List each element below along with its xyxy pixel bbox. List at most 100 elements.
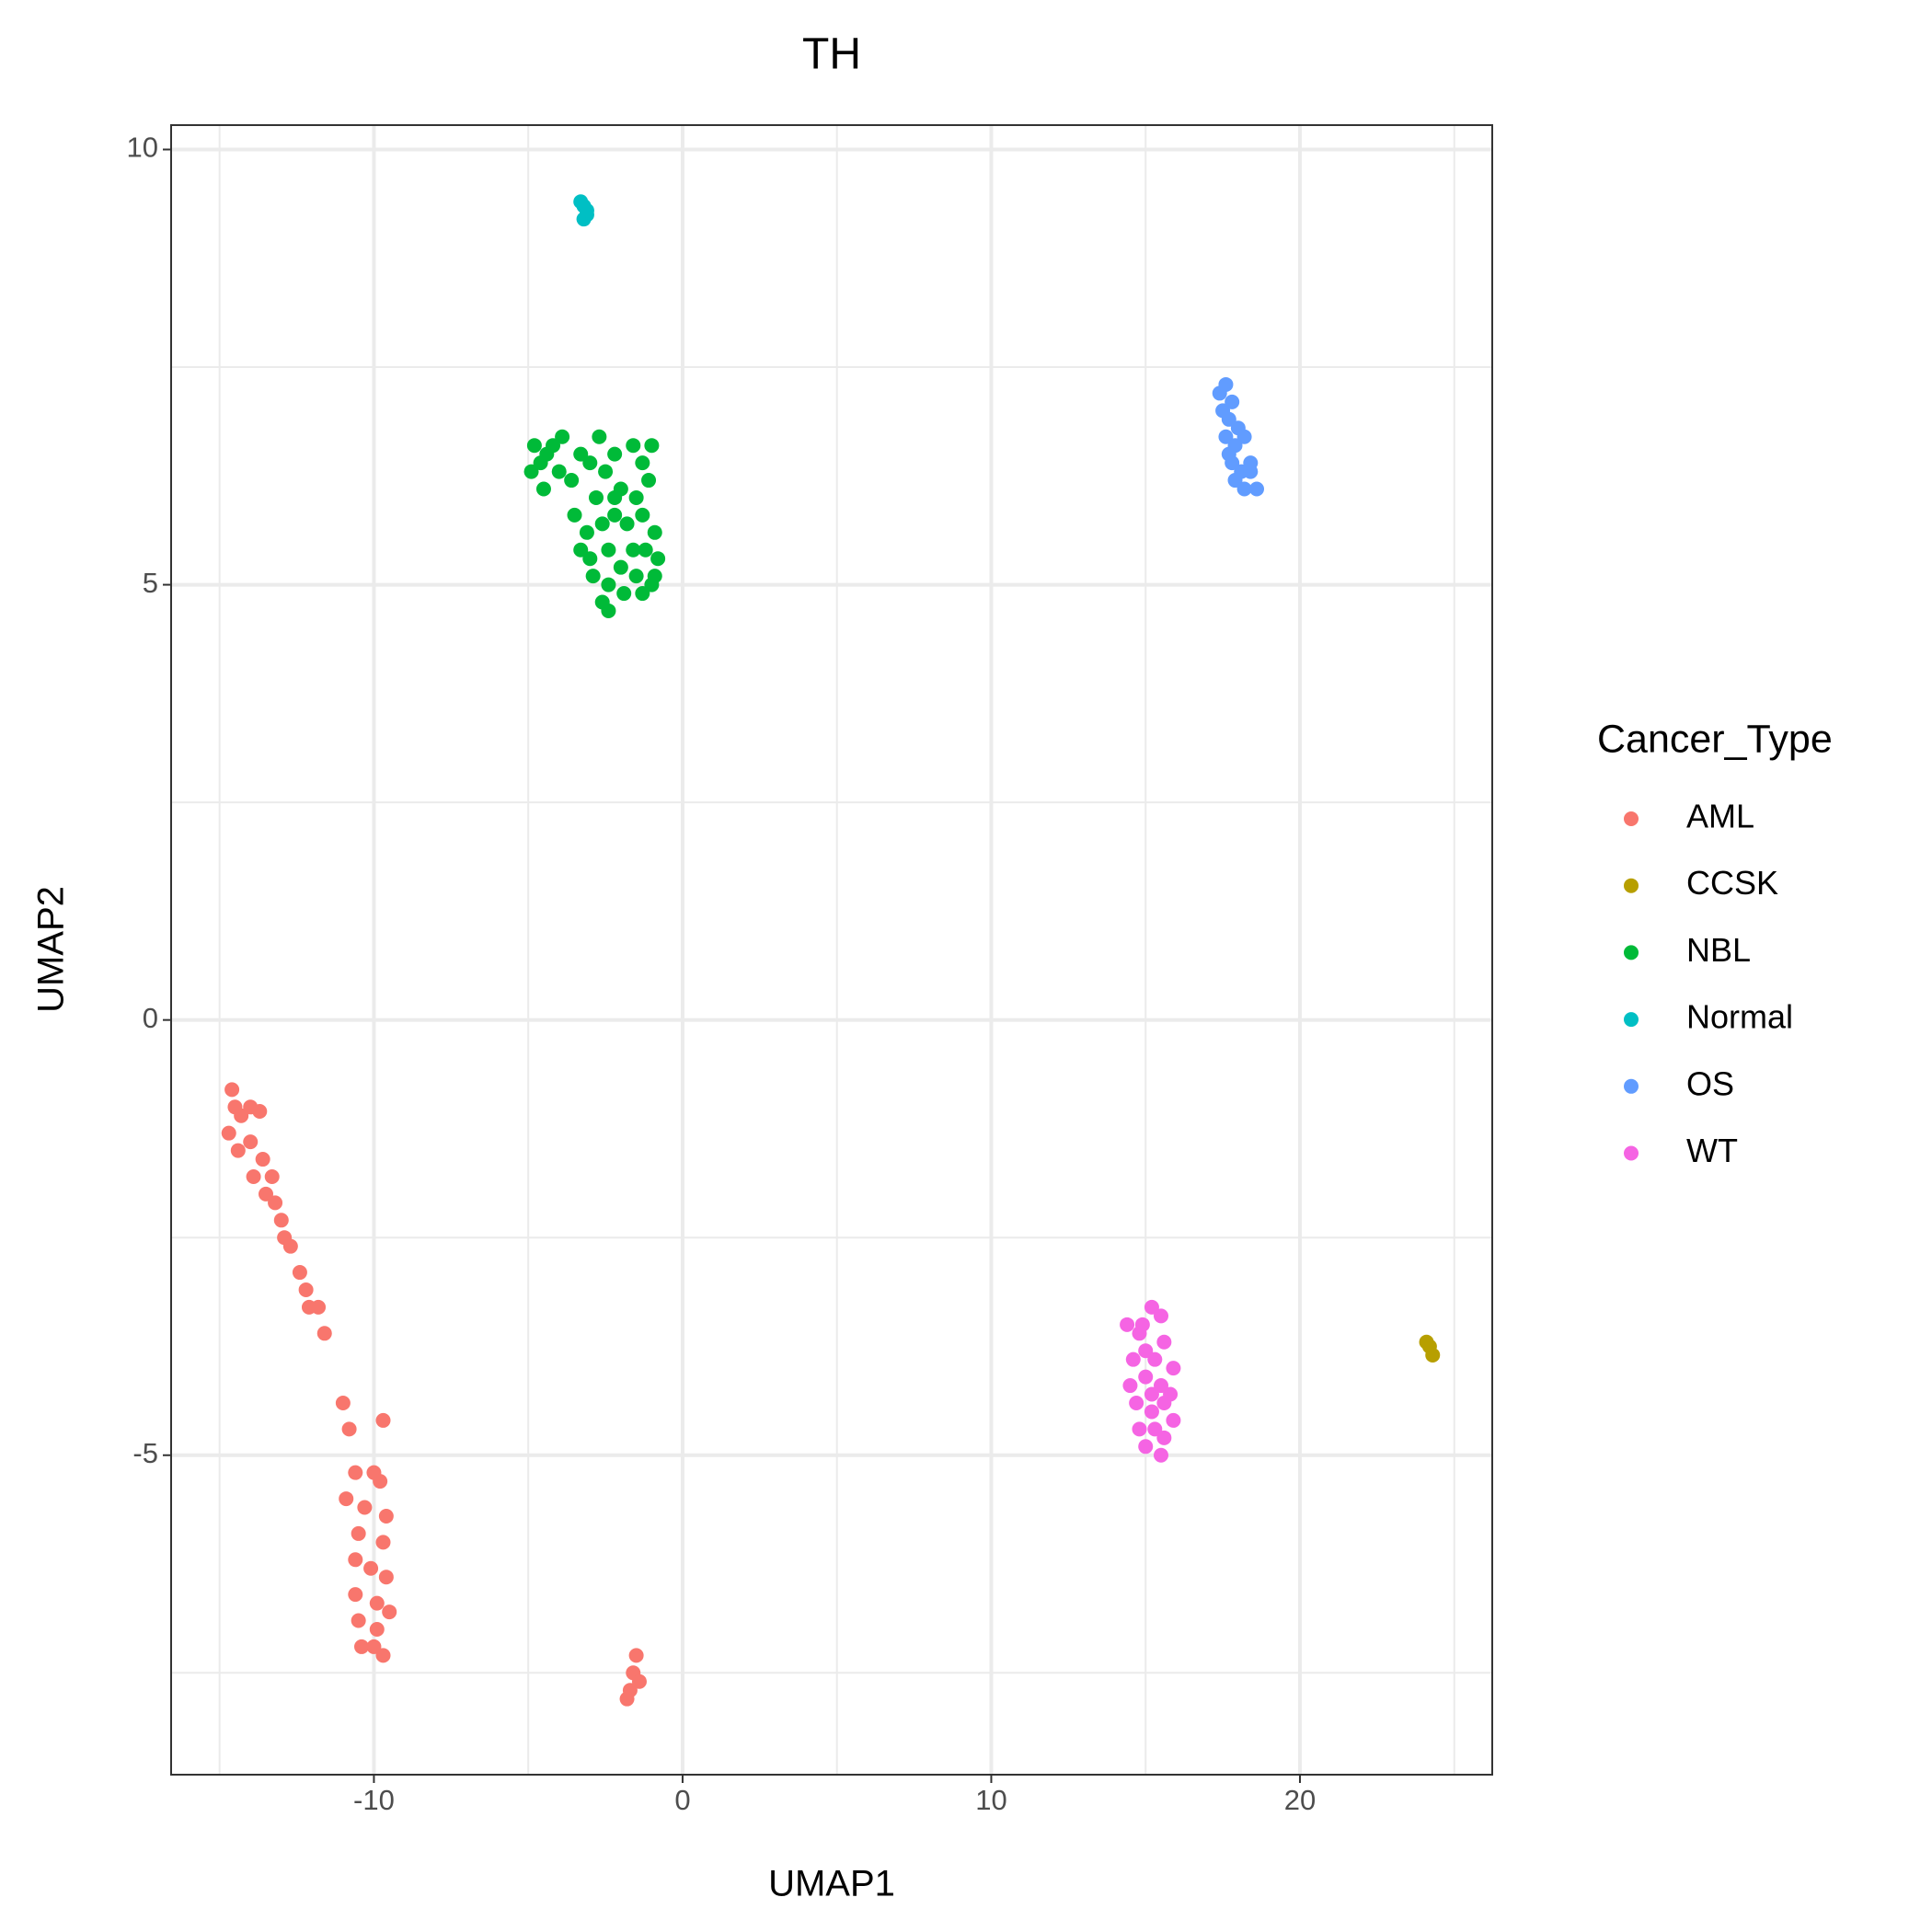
point [1153, 1378, 1168, 1394]
point [1120, 1317, 1135, 1332]
point [1236, 429, 1252, 444]
point [594, 516, 610, 532]
legend-marker [1624, 1012, 1639, 1028]
point [616, 586, 632, 602]
legend-marker [1624, 945, 1639, 960]
point [1147, 1421, 1163, 1437]
legend-marker [1624, 1145, 1639, 1161]
legend-label: OS [1686, 1064, 1734, 1102]
point [1225, 394, 1240, 409]
point [1156, 1334, 1172, 1350]
point [316, 1326, 332, 1341]
point [635, 586, 650, 602]
point [546, 438, 561, 454]
point [582, 551, 598, 567]
legend: AML CCSK NBL Normal OS WT [1624, 798, 1793, 1169]
point [607, 507, 623, 523]
point [573, 542, 589, 558]
point [1144, 1386, 1159, 1402]
point [1156, 1430, 1172, 1445]
point [1218, 429, 1234, 444]
point [234, 1108, 249, 1123]
point [598, 464, 614, 479]
points [221, 194, 1441, 1707]
point [1153, 1308, 1168, 1324]
point [638, 542, 653, 558]
point [626, 438, 641, 454]
point [647, 524, 662, 540]
point [243, 1134, 259, 1150]
point [378, 1570, 394, 1585]
point [1425, 1347, 1441, 1363]
point [1218, 376, 1234, 392]
legend-marker [1624, 811, 1639, 826]
point [1227, 473, 1243, 489]
point [650, 551, 666, 567]
point [354, 1639, 370, 1654]
point [582, 455, 598, 471]
point [628, 569, 644, 584]
point [348, 1552, 363, 1568]
point [628, 489, 644, 505]
point [339, 1491, 354, 1507]
x-tick-label: -10 [353, 1784, 395, 1816]
point [357, 1500, 373, 1515]
point [1166, 1412, 1181, 1428]
point [341, 1421, 357, 1437]
legend-label: NBL [1686, 931, 1751, 969]
point [641, 473, 657, 489]
point [619, 1691, 635, 1707]
point [1147, 1351, 1163, 1367]
point [585, 569, 601, 584]
point [351, 1525, 366, 1541]
point [335, 1395, 351, 1410]
point [255, 1152, 270, 1167]
point [282, 1238, 298, 1254]
point [1138, 1439, 1154, 1455]
x-tick-label: 10 [975, 1784, 1006, 1816]
point [1249, 481, 1265, 497]
point [579, 202, 594, 218]
point [1144, 1299, 1159, 1315]
point [221, 1125, 236, 1141]
point [366, 1639, 382, 1654]
point [230, 1143, 246, 1158]
point [1134, 1317, 1150, 1332]
point [626, 542, 641, 558]
point [631, 1673, 647, 1689]
point [573, 446, 589, 462]
legend-label: Normal [1686, 998, 1793, 1036]
panel-border [170, 124, 1493, 1776]
point [292, 1265, 307, 1281]
point [555, 429, 570, 444]
point [375, 1412, 391, 1428]
point [601, 603, 616, 618]
point [1125, 1351, 1141, 1367]
point [1132, 1421, 1147, 1437]
point [567, 507, 582, 523]
point [246, 1168, 261, 1184]
point [1243, 455, 1259, 471]
point [635, 507, 650, 523]
legend-title: Cancer_Type [1597, 717, 1833, 761]
point [607, 446, 623, 462]
y-tick-label: 10 [127, 132, 158, 164]
legend-label: CCSK [1686, 864, 1778, 902]
point [311, 1299, 327, 1315]
point [619, 516, 635, 532]
point [613, 559, 628, 575]
point [601, 542, 616, 558]
point [259, 1186, 274, 1202]
point [1221, 446, 1236, 462]
point [273, 1213, 289, 1228]
point [628, 1648, 644, 1663]
point [268, 1195, 283, 1211]
y-tick-label: -5 [132, 1437, 158, 1469]
point [351, 1613, 366, 1628]
point [523, 464, 539, 479]
point [348, 1465, 363, 1480]
point [1138, 1343, 1154, 1359]
point [579, 524, 594, 540]
x-tick-label: 0 [674, 1784, 690, 1816]
